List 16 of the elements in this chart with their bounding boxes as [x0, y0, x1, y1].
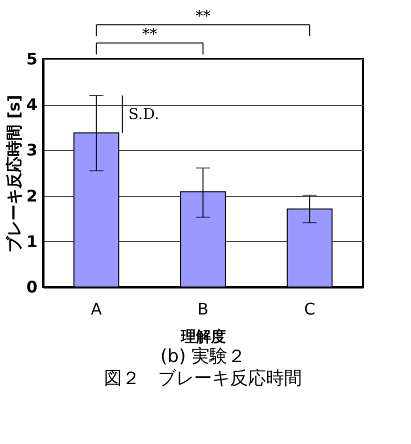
text: ** [142, 25, 158, 44]
x-tick-label: A [90, 300, 102, 318]
text: 図２ ブレーキ反応時間 [104, 368, 302, 389]
y-tick-label: 3 [26, 140, 38, 160]
x-tick-label: C [304, 300, 316, 318]
text: ** [196, 6, 211, 25]
y-tick-label: 2 [26, 186, 38, 206]
y-tick-label: 5 [26, 50, 38, 68]
y-tick-label: 1 [26, 232, 38, 251]
y-axis-title: ブレーキ反応時間 [s] [4, 94, 24, 252]
annotation: S.D. [128, 105, 160, 124]
x-tick-label: B [198, 300, 208, 318]
y-tick-label: 4 [26, 95, 38, 114]
x-axis-title: 理解度 [180, 328, 226, 346]
y-tick-label: 0 [26, 278, 38, 296]
text: (b) 実験２ [160, 346, 246, 367]
